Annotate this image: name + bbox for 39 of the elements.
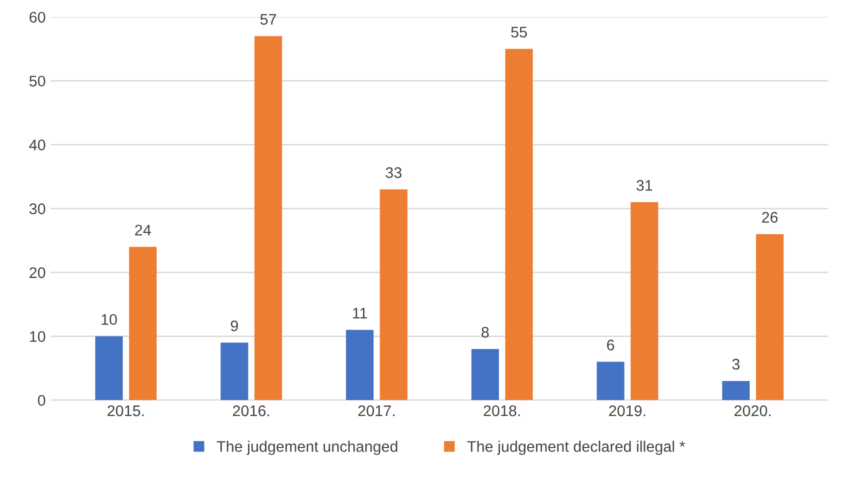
data-label: 55 <box>511 26 527 38</box>
bar <box>95 336 123 400</box>
bar <box>505 48 533 400</box>
x-tick-label: 2020. <box>734 405 771 416</box>
data-label: 11 <box>353 308 367 318</box>
bar <box>756 234 784 400</box>
y-tick-label: 20 <box>30 267 46 278</box>
data-label: 9 <box>230 320 238 332</box>
y-tick-label: 50 <box>29 76 46 87</box>
bar <box>596 362 624 400</box>
bar <box>722 380 750 400</box>
data-label: 8 <box>482 326 489 338</box>
x-tick-label: 2015. <box>108 405 144 416</box>
x-tick-label: 2017. <box>358 405 394 416</box>
legend-label: The judgement unchanged <box>216 440 398 455</box>
bar <box>380 189 408 400</box>
bar <box>471 349 499 400</box>
data-label: 10 <box>102 314 117 325</box>
x-tick-label: 2016. <box>232 405 270 416</box>
bar <box>346 330 374 400</box>
legend-label: The judgement declared illegal * <box>467 440 686 455</box>
bar <box>129 246 157 400</box>
x-tick-label: 2019. <box>609 405 646 416</box>
bar <box>630 202 658 400</box>
y-tick-label: 10 <box>30 331 46 342</box>
bar <box>254 36 282 400</box>
data-label: 26 <box>762 212 778 223</box>
data-label: 24 <box>135 224 151 236</box>
y-tick-label: 30 <box>29 203 46 214</box>
y-tick-label: 0 <box>38 394 46 406</box>
data-label: 6 <box>607 340 614 350</box>
x-tick-label: 2018. <box>484 405 520 416</box>
data-label: 3 <box>732 358 740 370</box>
y-tick-label: 60 <box>30 12 46 23</box>
bar <box>220 342 248 400</box>
data-label: 57 <box>260 14 276 25</box>
data-label: 33 <box>386 167 402 178</box>
y-tick-label: 40 <box>29 140 46 150</box>
data-label: 31 <box>636 180 652 191</box>
